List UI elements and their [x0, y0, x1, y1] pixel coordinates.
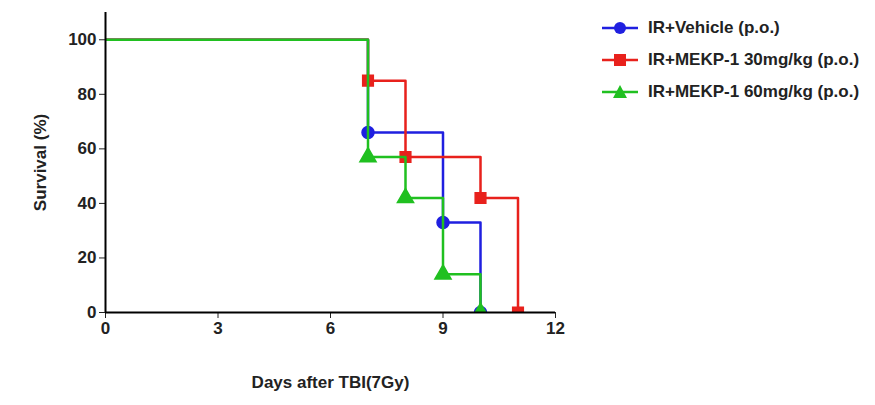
svg-text:80: 80: [78, 85, 97, 104]
svg-text:12: 12: [546, 319, 565, 338]
svg-text:3: 3: [213, 319, 222, 338]
html-text:IR+Vehicle (p.o.): IR+Vehicle (p.o.): [648, 18, 780, 37]
svg-text:0: 0: [87, 303, 96, 322]
svg-text:Survival (%): Survival (%): [31, 114, 50, 211]
svg-text:100: 100: [68, 30, 96, 49]
svg-text:Days after TBI(7Gy): Days after TBI(7Gy): [252, 373, 410, 392]
svg-text:40: 40: [78, 194, 97, 213]
svg-text:0: 0: [101, 319, 110, 338]
svg-text:9: 9: [438, 319, 447, 338]
html-text:IR+MEKP-1 30mg/kg (p.o.): IR+MEKP-1 30mg/kg (p.o.): [648, 50, 860, 69]
svg-text:20: 20: [78, 248, 97, 267]
svg-text:60: 60: [78, 139, 97, 158]
html-text:IR+MEKP-1 60mg/kg (p.o.): IR+MEKP-1 60mg/kg (p.o.): [648, 82, 860, 101]
svg-text:6: 6: [326, 319, 335, 338]
